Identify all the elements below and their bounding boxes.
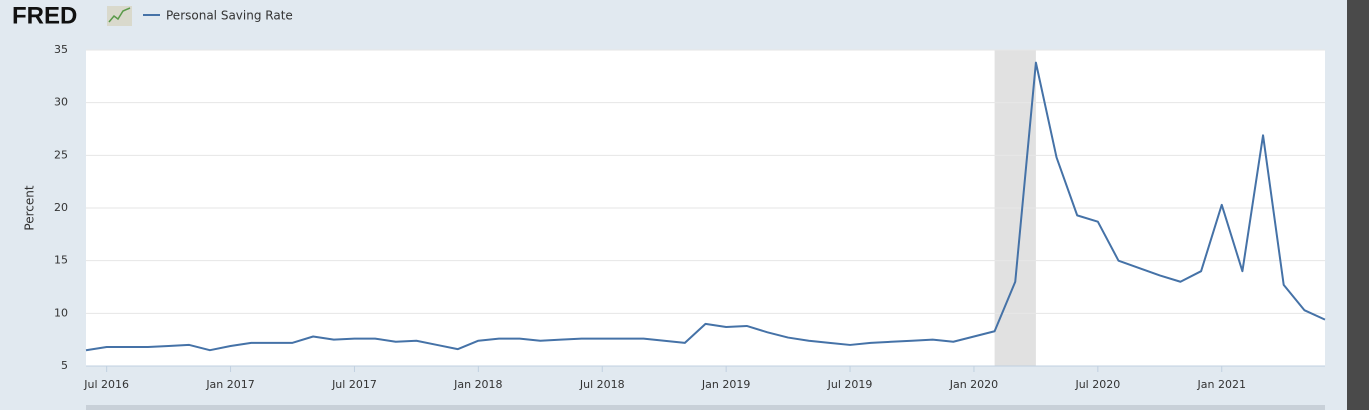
x-tick-label: Jul 2017 (331, 378, 377, 391)
legend-label: Personal Saving Rate (166, 9, 293, 23)
x-tick-label: Jul 2020 (1074, 378, 1120, 391)
y-tick-label: 10 (54, 306, 68, 319)
y-tick-label: 5 (61, 359, 68, 372)
logo-icon (107, 6, 132, 26)
x-tick-label: Jul 2019 (827, 378, 873, 391)
y-tick-label: 30 (54, 96, 68, 109)
range-slider[interactable] (86, 405, 1325, 410)
x-tick-label: Jan 2018 (453, 378, 502, 391)
x-tick-label: Jan 2019 (701, 378, 750, 391)
x-tick-label: Jul 2018 (579, 378, 625, 391)
series-line (85, 61, 1326, 352)
x-tick-label: Jan 2020 (949, 378, 998, 391)
y-axis-label: Percent (23, 185, 37, 230)
x-tick-label: Jul 2016 (83, 378, 129, 391)
y-tick-label: 15 (54, 254, 68, 267)
scrollbar[interactable] (1347, 0, 1369, 410)
y-tick-label: 35 (54, 43, 68, 56)
x-tick-label: Jan 2017 (205, 378, 254, 391)
logo: FRED (12, 2, 77, 29)
y-tick-label: 25 (54, 148, 68, 161)
y-tick-label: 20 (54, 201, 68, 214)
x-tick-label: Jan 2021 (1197, 378, 1246, 391)
